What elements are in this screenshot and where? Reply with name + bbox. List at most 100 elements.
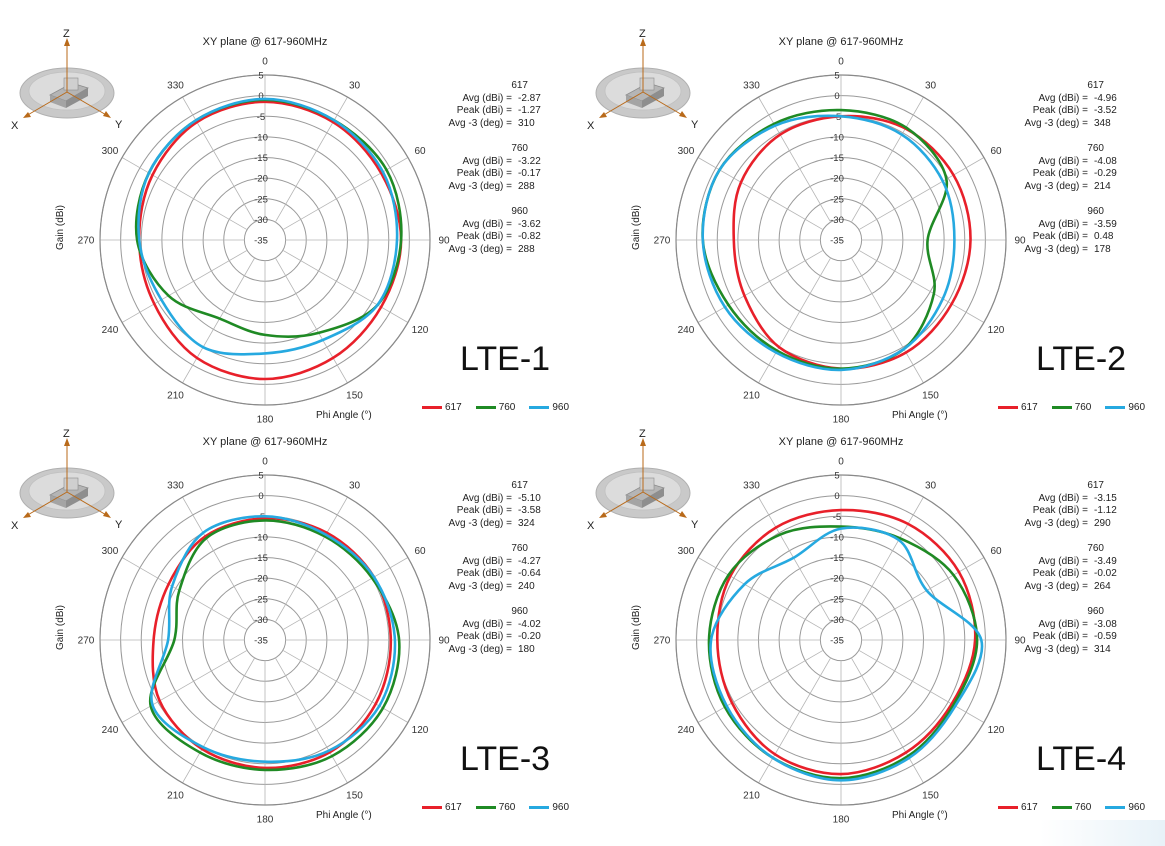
stats-value: -4.27 [518,555,541,567]
stats-key: Avg (dBi) = [1038,155,1088,167]
grid-spoke [758,96,832,223]
stats-group-760: 760 Avg (dBi) = -3.22 Peak (dBi) = -0.17 Avg … [432,143,582,193]
r-tick-label: -25 [254,594,268,605]
stats-block: 617 Avg (dBi) = -2.87 Peak (dBi) = -1.27 Avg … [432,80,582,269]
r-tick-label: -5 [257,112,265,123]
angle-tick-label: 60 [990,546,1002,557]
stats-value: 178 [1094,243,1111,255]
angle-tick-label: 210 [743,391,760,402]
stats-group-760: 760 Avg (dBi) = -4.27 Peak (dBi) = -0.64 Avg … [432,543,582,593]
stats-key: Avg (dBi) = [462,155,512,167]
stats-value: -3.15 [1094,492,1117,504]
stats-row-avg3: Avg -3 (deg) = 180 [432,644,582,657]
legend-swatch [998,806,1018,809]
legend-swatch [1051,406,1072,409]
r-tick-label: -15 [254,553,268,564]
legend-swatch [475,406,496,409]
stats-key: Avg -3 (deg) = [1024,580,1088,592]
legend-swatch [1105,406,1126,409]
stats-row-avg: Avg (dBi) = -3.59 [1008,219,1158,232]
stats-key: Avg (dBi) = [462,92,512,104]
r-tick-label: 5 [834,71,839,82]
stats-group-760: 760 Avg (dBi) = -3.49 Peak (dBi) = -0.02 Avg … [1008,543,1158,593]
y-axis-title: Gain (dBi) [631,604,642,650]
angle-tick-label: 60 [990,146,1002,157]
z-axis-label: Z [63,428,70,440]
r-tick-label: -10 [254,132,268,143]
legend-item-960: 960 [1105,802,1145,813]
chart-panel-lte2: XY plane @ 617-960MHz 5 0 -5 -10 -15 -20 -25 -30… [576,0,1158,423]
angle-tick-label: 180 [833,815,850,824]
stats-value: -0.17 [518,168,541,179]
grid-ring [264,239,266,241]
legend-swatch [998,406,1018,409]
stats-key: Peak (dBi) = [456,231,512,242]
chart-title: XY plane @ 617-960MHz [203,36,328,48]
r-tick-label: -15 [830,153,844,164]
stats-value: -0.20 [518,631,541,642]
legend: 617 760 960 [422,802,583,813]
grid-spoke [282,249,409,323]
legend-item-760: 760 [1051,402,1091,413]
angle-tick-label: 240 [102,325,119,336]
stats-row-avg: Avg (dBi) = -2.87 [432,93,582,106]
y-axis-title: Gain (dBi) [631,204,642,250]
stats-value: -3.59 [1094,218,1117,230]
stats-key: Avg (dBi) = [1038,555,1088,567]
stats-row-avg3: Avg -3 (deg) = 324 [432,518,582,531]
chart-panel-lte1: XY plane @ 617-960MHz 5 0 -5 -10 -15 -20 -25 -30… [0,0,582,423]
r-tick-label: 5 [258,471,263,482]
stats-row-peak: Peak (dBi) = -3.52 [1008,105,1158,118]
angle-tick-label: 30 [349,480,361,491]
stats-value: 288 [518,180,535,192]
legend-item-760: 760 [1051,802,1091,813]
legend-label: 617 [1021,802,1038,813]
r-tick-label: -35 [254,236,268,247]
axes-orientation-icon: Z X Y [11,428,123,532]
stats-row-avg: Avg (dBi) = -4.27 [432,556,582,569]
chart-title: XY plane @ 617-960MHz [779,36,904,48]
angle-tick-label: 150 [346,791,363,802]
angle-tick-label: 300 [102,146,119,157]
angle-tick-label: 210 [167,391,184,402]
stats-value: 314 [1094,643,1111,655]
stats-group-760: 760 Avg (dBi) = -4.08 Peak (dBi) = -0.29 Avg … [1008,143,1158,193]
stats-value: 290 [1094,517,1111,529]
stats-key: Peak (dBi) = [456,631,512,642]
r-tick-label: -20 [830,174,844,185]
stats-value: 324 [518,517,535,529]
stats-row-avg3: Avg -3 (deg) = 214 [1008,181,1158,194]
stats-key: Avg (dBi) = [1038,492,1088,504]
stats-row-peak: Peak (dBi) = -0.02 [1008,568,1158,581]
stats-group-960: 960 Avg (dBi) = -3.08 Peak (dBi) = -0.59 Avg … [1008,606,1158,656]
stats-group-960: 960 Avg (dBi) = -3.62 Peak (dBi) = -0.82 Avg … [432,206,582,256]
y-axis-label: Y [691,119,699,131]
corner-glow [1040,820,1165,846]
legend-swatch [1051,806,1072,809]
series-line-960 [137,97,399,356]
stats-row-peak: Peak (dBi) = -1.12 [1008,505,1158,518]
stats-row-peak: Peak (dBi) = -0.82 [432,231,582,244]
series-line-760 [148,519,401,772]
stats-group-960: 960 Avg (dBi) = -4.02 Peak (dBi) = -0.20 Avg … [432,606,582,656]
angle-tick-label: 150 [346,391,363,402]
x-axis-title: Phi Angle (°) [892,410,948,421]
grid-ring [840,239,842,241]
grid-spoke [282,157,409,231]
axes-orientation-icon: Z X Y [587,28,699,132]
stats-row-avg: Avg (dBi) = -4.02 [432,619,582,632]
angle-tick-label: 30 [925,480,937,491]
grid-spoke [697,249,824,323]
stats-key: Peak (dBi) = [1032,568,1088,579]
stats-value: 310 [518,117,535,129]
grid-spoke [274,657,348,784]
legend-item-960: 960 [529,802,569,813]
stats-row-avg: Avg (dBi) = -5.10 [432,493,582,506]
legend-item-760: 760 [475,402,515,413]
r-tick-label: 0 [834,91,839,102]
stats-frequency: 617 [1087,480,1104,491]
grid-ring [840,639,842,641]
r-tick-label: -5 [833,512,841,523]
r-tick-label: -20 [254,174,268,185]
legend-item-760: 760 [475,802,515,813]
